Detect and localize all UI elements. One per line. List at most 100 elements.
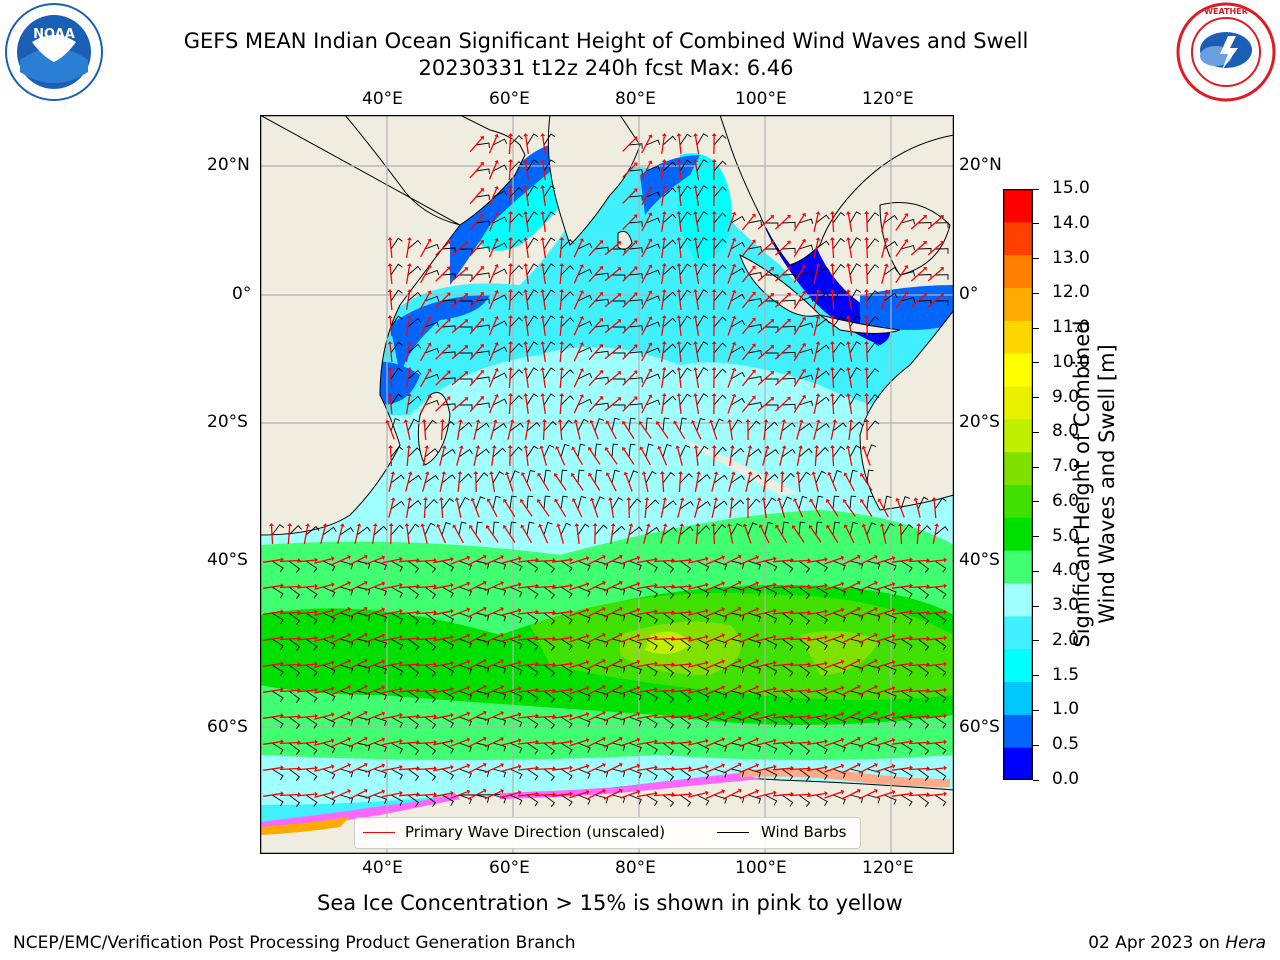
wind-barb <box>492 294 508 302</box>
wind-barb <box>594 742 609 752</box>
wave-arrow <box>588 241 602 257</box>
wave-arrowhead <box>693 367 698 371</box>
wind-barb <box>509 342 523 354</box>
wave-arrowhead <box>943 765 947 771</box>
wave-arrowhead <box>331 608 335 614</box>
wave-arrow <box>688 766 706 772</box>
wave-arrowhead <box>661 133 667 137</box>
wind-barb <box>526 445 539 458</box>
wave-arrowhead <box>654 765 658 770</box>
wave-arrow <box>661 214 665 232</box>
wave-arrow <box>711 500 717 518</box>
wave-arrowhead <box>676 211 682 215</box>
wave-arrowhead <box>500 788 504 794</box>
wind-barb <box>424 560 437 573</box>
wave-arrowhead <box>599 292 604 297</box>
wave-arrow <box>813 318 819 336</box>
wave-arrow <box>542 266 546 284</box>
wave-arrow <box>518 767 536 771</box>
wave-arrowhead <box>399 790 403 796</box>
wind-barb <box>441 612 455 624</box>
colorbar-label: Significant Height of Combined Wind Wave… <box>1070 320 1119 648</box>
wave-arrow <box>774 372 790 386</box>
wave-arrow <box>279 611 299 615</box>
wind-barb <box>679 664 692 677</box>
wave-arrow <box>774 294 790 308</box>
wind-barb <box>815 447 829 458</box>
colorbar-tick-label: 5.0 <box>1052 525 1080 546</box>
wind-barb <box>577 398 593 406</box>
wave-arrow <box>824 609 842 617</box>
wave-arrow <box>824 583 842 591</box>
wave-arrowhead <box>808 525 813 530</box>
wave-arrowhead <box>904 213 909 218</box>
wave-arrow <box>450 687 468 695</box>
colorbar-swatch <box>1003 287 1033 321</box>
wind-barb <box>424 768 437 781</box>
wave-arrowhead <box>602 684 606 690</box>
wind-barb <box>509 586 523 597</box>
wave-arrow <box>712 525 716 545</box>
wind-barb <box>645 269 661 276</box>
wave-arrowhead <box>539 445 544 450</box>
wave-arrow <box>490 422 496 440</box>
wave-arrow <box>456 421 462 441</box>
wind-barb <box>407 586 420 599</box>
wave-arrowhead <box>661 185 667 189</box>
wind-barb <box>611 742 626 752</box>
wave-arrow <box>348 556 366 566</box>
wave-arrowhead <box>829 211 835 215</box>
wind-barb <box>934 497 947 510</box>
wave-arrow <box>908 741 928 745</box>
wind-barb <box>407 343 422 354</box>
wave-arrow <box>525 162 529 180</box>
wave-arrowhead <box>711 445 717 449</box>
wave-arrowhead <box>891 763 896 769</box>
wind-barb <box>526 794 539 807</box>
wind-barb <box>713 768 727 778</box>
wave-arrow <box>831 369 835 389</box>
wave-arrow <box>908 559 928 563</box>
wave-arrow <box>695 448 699 466</box>
wind-barb <box>305 560 318 573</box>
wave-arrow <box>279 767 299 771</box>
wind-barb <box>662 239 677 250</box>
wave-arrowhead <box>731 393 737 398</box>
wind-barb <box>390 586 404 598</box>
wave-arrow <box>722 660 740 670</box>
wind-barb <box>815 586 828 599</box>
wave-arrowhead <box>446 344 451 349</box>
wave-arrowhead <box>486 498 492 503</box>
wave-arrowhead <box>385 419 391 424</box>
wave-arrowhead <box>331 660 335 666</box>
wind-barb <box>288 768 301 781</box>
wave-arrow <box>518 793 536 797</box>
wave-arrow <box>653 611 673 615</box>
wave-arrow <box>926 611 944 615</box>
wind-barb <box>645 191 661 198</box>
wave-arrow <box>858 738 876 748</box>
wave-arrowhead <box>559 263 565 267</box>
wind-barb <box>628 273 643 279</box>
wave-arrow <box>756 688 774 694</box>
wave-arrowhead <box>363 580 368 586</box>
wave-arrowhead <box>636 633 641 639</box>
wind-barb <box>849 421 864 432</box>
wave-arrowhead <box>842 499 847 504</box>
wave-arrow <box>552 793 570 797</box>
wave-arrow <box>398 559 418 563</box>
wave-arrow <box>542 292 546 310</box>
wave-arrow <box>508 265 512 285</box>
wave-arrowhead <box>557 419 563 423</box>
wave-arrow <box>365 635 383 643</box>
wind-barb <box>781 496 792 510</box>
wave-arrowhead <box>407 497 413 501</box>
wind-barb <box>679 690 692 703</box>
wind-barb <box>679 367 692 380</box>
wind-barb <box>611 664 626 674</box>
wave-direction-legend-line <box>363 832 395 833</box>
wave-arrow <box>435 398 449 412</box>
wind-barb <box>815 318 830 328</box>
wave-arrow <box>688 662 706 668</box>
wave-arrow <box>763 500 767 518</box>
